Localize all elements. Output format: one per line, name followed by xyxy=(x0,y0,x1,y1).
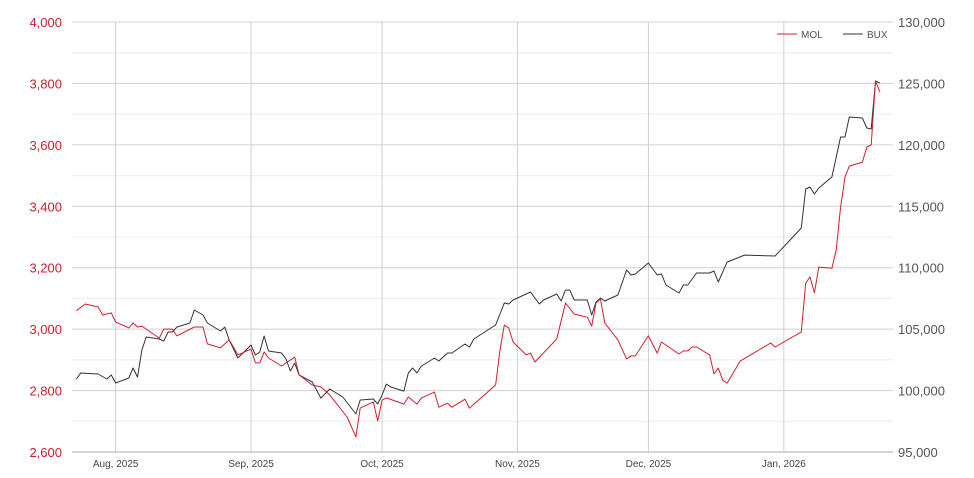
left-tick-label: 3,400 xyxy=(29,199,62,214)
x-tick-label: Jan, 2026 xyxy=(762,459,806,470)
right-tick-label: 120,000 xyxy=(898,138,945,153)
right-tick-label: 100,000 xyxy=(898,384,945,399)
x-tick-label: Sep, 2025 xyxy=(228,459,274,470)
legend-label-mol: MOL xyxy=(801,30,823,41)
x-tick-label: Aug, 2025 xyxy=(93,459,139,470)
left-tick-label: 2,600 xyxy=(29,445,62,460)
right-tick-label: 105,000 xyxy=(898,322,945,337)
right-tick-label: 125,000 xyxy=(898,76,945,91)
right-tick-label: 110,000 xyxy=(898,261,944,276)
left-tick-label: 3,000 xyxy=(29,322,62,337)
series-line-bux xyxy=(75,80,881,415)
legend-label-bux: BUX xyxy=(867,30,888,41)
right-tick-label: 115,000 xyxy=(898,199,944,214)
right-tick-label: 130,000 xyxy=(898,15,945,30)
x-tick-label: Oct, 2025 xyxy=(360,459,404,470)
series-line-mol xyxy=(76,80,881,438)
x-tick-label: Nov, 2025 xyxy=(495,459,540,470)
right-tick-label: 95,000 xyxy=(898,445,938,460)
left-tick-label: 3,600 xyxy=(29,138,62,153)
left-tick-label: 2,800 xyxy=(29,384,62,399)
left-tick-label: 3,800 xyxy=(29,76,62,91)
x-tick-label: Dec, 2025 xyxy=(626,459,672,470)
left-tick-label: 4,000 xyxy=(29,15,62,30)
left-tick-label: 3,200 xyxy=(29,261,62,276)
